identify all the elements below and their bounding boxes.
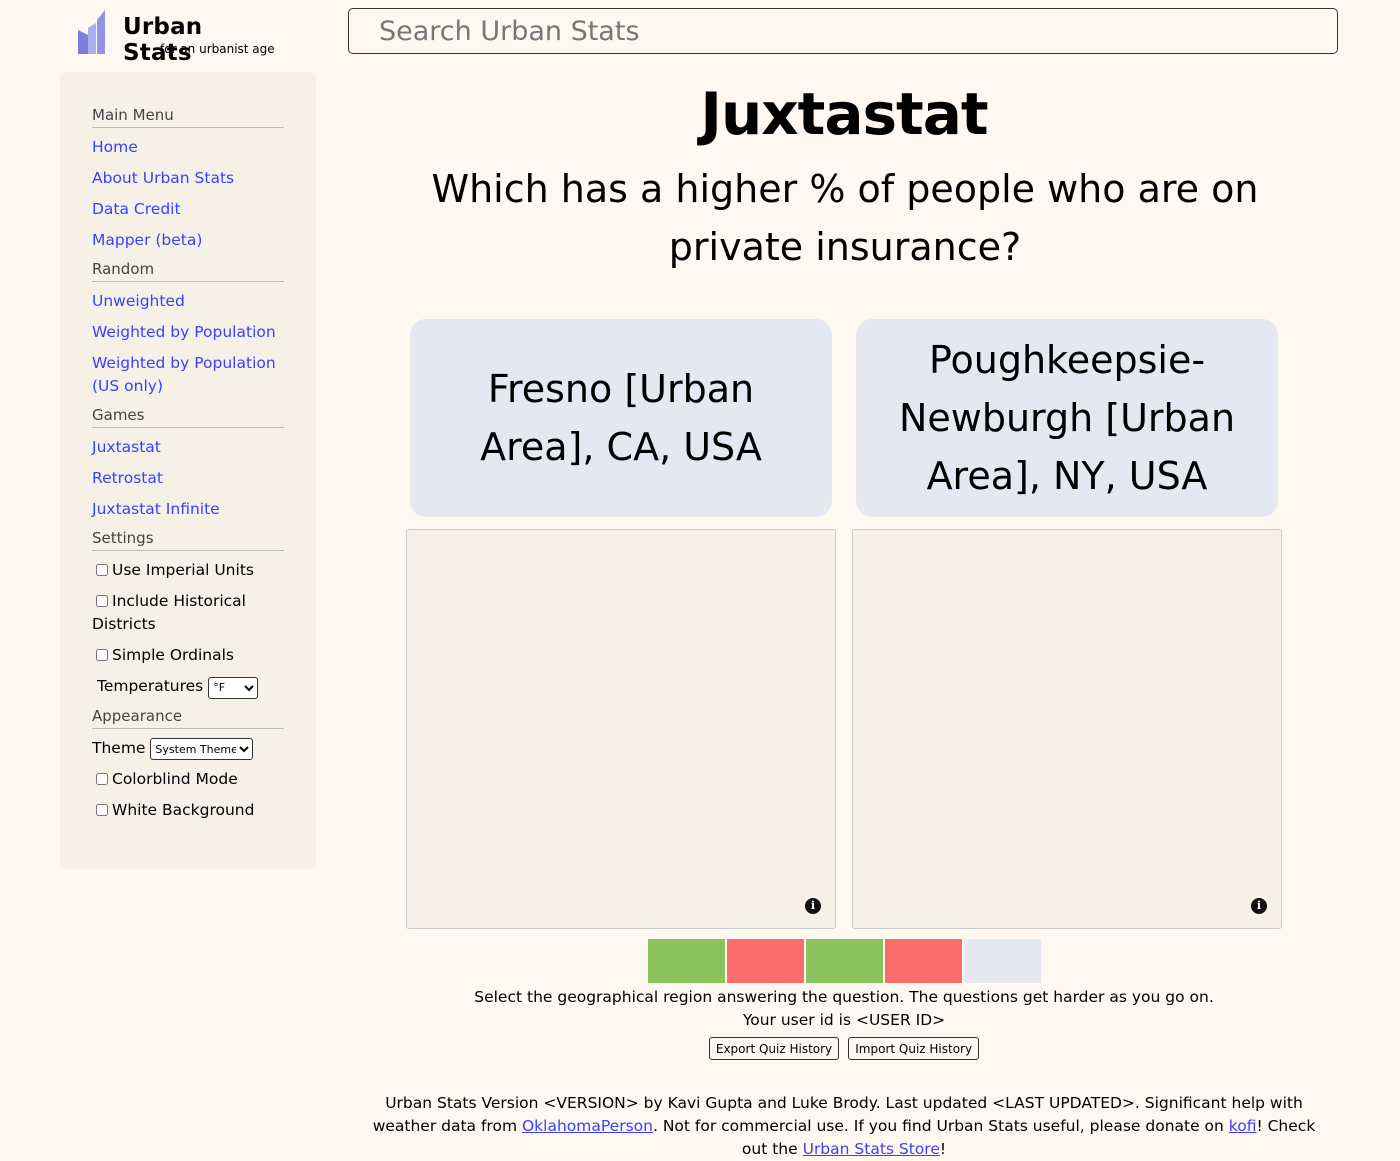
map-b[interactable]: i [852,529,1282,929]
footer-text-2: . Not for commercial use. If you find Ur… [652,1117,1229,1135]
choice-b-button[interactable]: Poughkeepsie-Newburgh [Urban Area], NY, … [856,319,1278,517]
section-title-random: Random [92,260,284,282]
logo[interactable]: Urban Stats for an urbanist age [76,8,276,66]
nav-link-about[interactable]: About Urban Stats [92,169,235,187]
choice-a-button[interactable]: Fresno [Urban Area], CA, USA [410,319,832,517]
nav-link-juxtastat-infinite[interactable]: Juxtastat Infinite [92,500,220,518]
map-a[interactable]: i [406,529,836,929]
instructions: Select the geographical region answering… [348,986,1340,1032]
nav-link-mapper[interactable]: Mapper (beta) [92,231,203,249]
choice-b-label: Poughkeepsie-Newburgh [Urban Area], NY, … [898,338,1236,498]
logo-title: Urban Stats [123,14,203,66]
footer-text-4: ! [939,1140,947,1158]
section-title-appearance: Appearance [92,707,284,729]
historical-districts-checkbox[interactable] [96,595,108,607]
imperial-units-checkbox[interactable] [96,564,108,576]
quiz-progress [648,939,1041,983]
footer-link-kofi[interactable]: kofi [1228,1117,1257,1135]
user-id-line: Your user id is <USER ID> [742,1011,946,1029]
instructions-text: Select the geographical region answering… [474,988,1214,1006]
setting-imperial: Use Imperial Units [92,559,284,582]
progress-square-pending [964,939,1041,983]
footer-link-store[interactable]: Urban Stats Store [802,1140,940,1158]
historical-districts-label: Include Historical Districts [92,592,246,633]
footer-text-1: Urban Stats Version <VERSION> by Kavi Gu… [372,1094,1303,1135]
setting-colorblind: Colorblind Mode [92,768,284,791]
theme-label: Theme [92,738,146,757]
nav-link-data-credit[interactable]: Data Credit [92,200,181,218]
logo-icon [78,10,105,54]
nav-link-retrostat[interactable]: Retrostat [92,469,163,487]
footer-link-oklahomaperson[interactable]: OklahomaPerson [521,1117,653,1135]
export-quiz-history-button[interactable]: Export Quiz History [708,1037,840,1060]
logo-subtitle: for an urbanist age [160,42,275,56]
nav-link-weighted-population[interactable]: Weighted by Population [92,323,276,341]
simple-ordinals-label: Simple Ordinals [112,646,235,664]
simple-ordinals-checkbox[interactable] [96,649,108,661]
colorblind-label: Colorblind Mode [112,770,238,788]
section-title-main-menu: Main Menu [92,106,284,128]
info-icon[interactable]: i [805,898,821,914]
white-background-checkbox[interactable] [96,804,108,816]
white-background-label: White Background [112,801,255,819]
setting-historical: Include Historical Districts [92,590,284,636]
temperatures-select[interactable]: °F [208,676,259,699]
theme-select[interactable]: System Theme [150,738,254,760]
imperial-units-label: Use Imperial Units [112,561,254,579]
search-input[interactable] [348,8,1338,54]
choice-a-label: Fresno [Urban Area], CA, USA [480,367,762,469]
temperatures-label: Temperatures [97,677,204,695]
quiz-history-buttons: Export Quiz History Import Quiz History [348,1037,1340,1060]
setting-temperatures: Temperatures °F [92,675,284,699]
progress-square-incorrect [885,939,962,983]
section-title-games: Games [92,406,284,428]
nav-link-juxtastat[interactable]: Juxtastat [92,438,161,456]
progress-square-correct [806,939,883,983]
nav-link-unweighted[interactable]: Unweighted [92,292,185,310]
setting-ordinals: Simple Ordinals [92,644,284,667]
progress-square-correct [648,939,725,983]
setting-white-bg: White Background [92,799,284,822]
nav-link-weighted-population-us[interactable]: Weighted by Population (US only) [92,354,276,395]
footer: Urban Stats Version <VERSION> by Kavi Gu… [358,1092,1330,1161]
quiz-question: Which has a higher % of people who are o… [431,167,1259,269]
section-title-settings: Settings [92,529,284,551]
info-icon[interactable]: i [1251,898,1267,914]
import-quiz-history-button[interactable]: Import Quiz History [848,1037,980,1060]
setting-theme: Theme System Theme [92,737,284,760]
progress-square-incorrect [727,939,804,983]
colorblind-checkbox[interactable] [96,773,108,785]
page-title: Juxtastat [700,80,988,148]
sidebar: Main Menu Home About Urban Stats Data Cr… [60,72,316,869]
nav-link-home[interactable]: Home [92,138,138,156]
